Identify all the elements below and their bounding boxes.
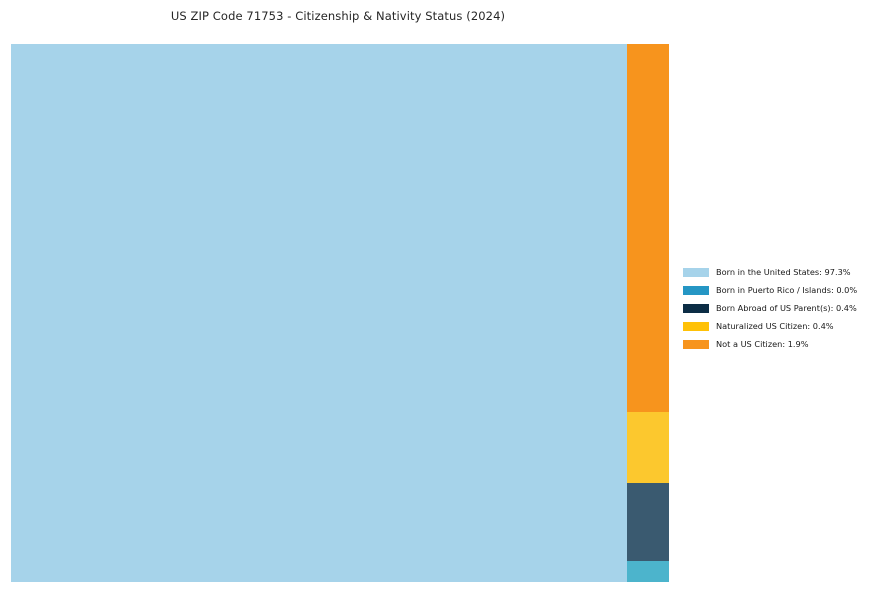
legend-item: Not a US Citizen: 1.9% bbox=[683, 335, 883, 353]
legend-color-swatch bbox=[683, 339, 709, 349]
legend-item-label: Naturalized US Citizen: 0.4% bbox=[716, 321, 834, 331]
treemap-plot-area bbox=[11, 44, 669, 582]
page-title: US ZIP Code 71753 - Citizenship & Nativi… bbox=[170, 9, 506, 23]
legend-item: Born in the United States: 97.3% bbox=[683, 263, 883, 281]
legend-item-label: Born Abroad of US Parent(s): 0.4% bbox=[716, 303, 857, 313]
legend-item: Born Abroad of US Parent(s): 0.4% bbox=[683, 299, 883, 317]
legend-color-swatch bbox=[683, 285, 709, 295]
legend-color-swatch bbox=[683, 303, 709, 313]
legend-item-label: Born in the United States: 97.3% bbox=[716, 267, 851, 277]
treemap-tile bbox=[627, 44, 669, 412]
legend-item-label: Born in Puerto Rico / Islands: 0.0% bbox=[716, 285, 858, 295]
treemap-tile bbox=[11, 44, 628, 582]
legend-color-swatch bbox=[683, 321, 709, 331]
legend-item: Naturalized US Citizen: 0.4% bbox=[683, 317, 883, 335]
treemap-tile bbox=[627, 483, 669, 561]
treemap-tile bbox=[627, 561, 669, 582]
legend-color-swatch bbox=[683, 267, 709, 277]
chart-legend: Born in the United States: 97.3% Born in … bbox=[683, 263, 883, 353]
treemap-tile bbox=[627, 411, 669, 483]
legend-item: Born in Puerto Rico / Islands: 0.0% bbox=[683, 281, 883, 299]
legend-item-label: Not a US Citizen: 1.9% bbox=[716, 339, 809, 349]
